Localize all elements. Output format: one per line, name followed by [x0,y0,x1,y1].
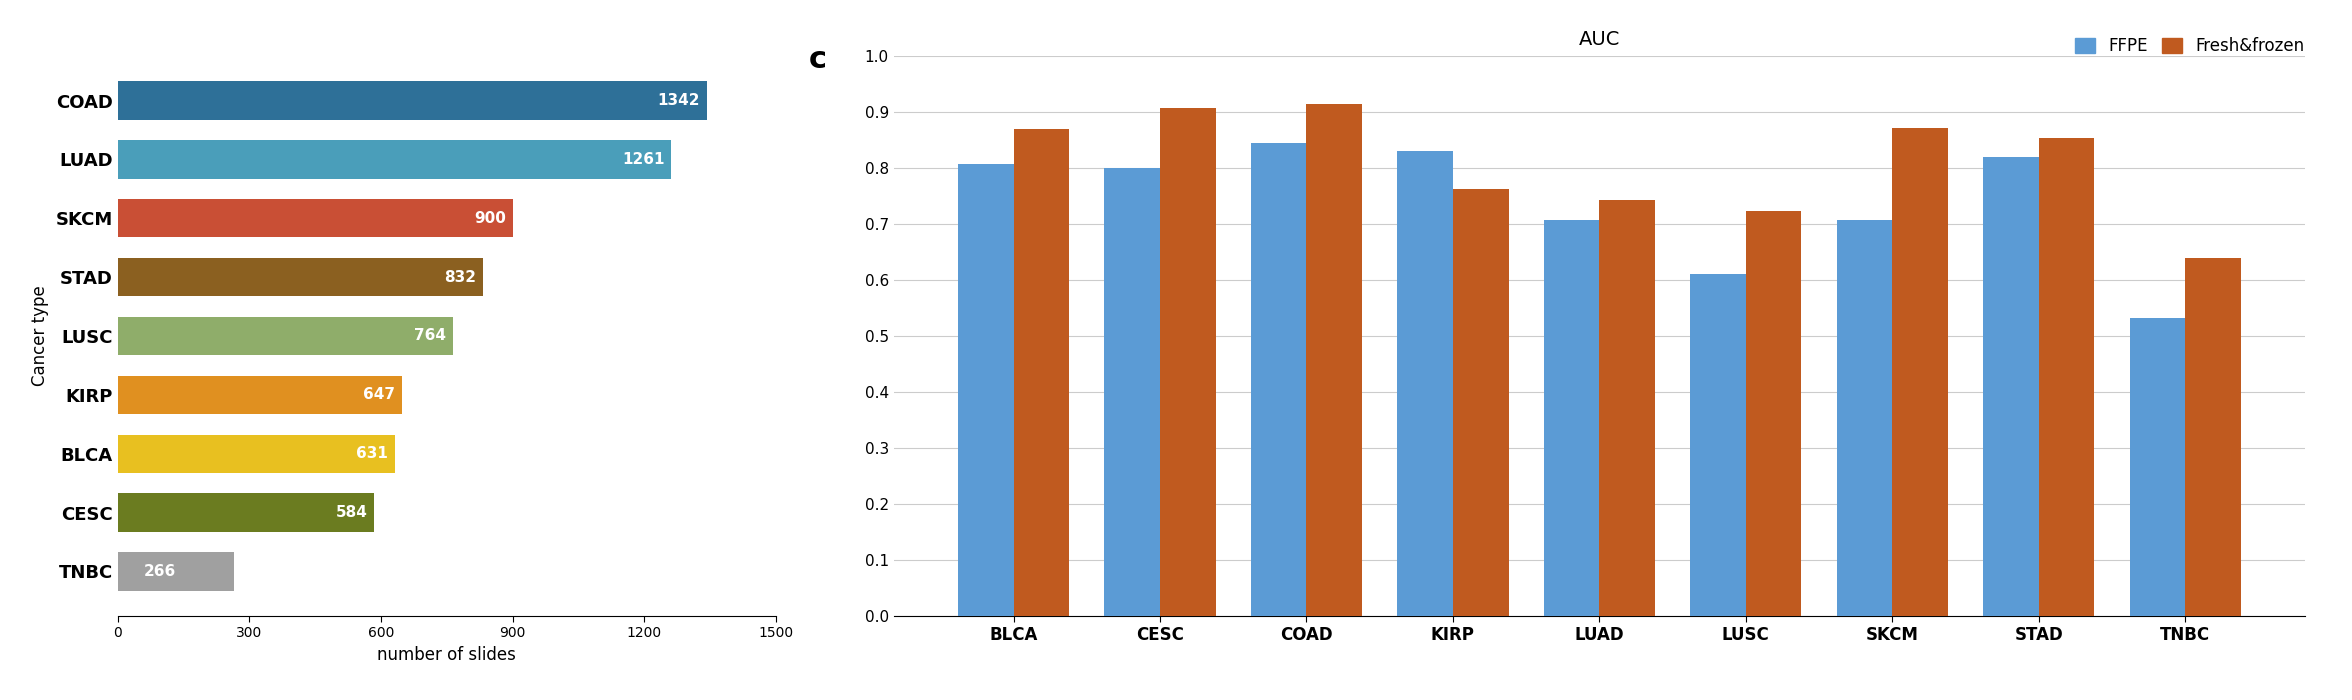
Text: 584: 584 [336,505,367,520]
Bar [1691,274,1745,616]
Bar [1837,220,1893,616]
Bar [118,376,402,414]
Text: 266: 266 [143,564,176,579]
Bar [2185,258,2241,616]
Bar [1745,211,1802,616]
Bar [1397,151,1454,616]
Bar [118,435,395,472]
Text: 832: 832 [445,270,477,285]
Bar [1454,189,1508,616]
Bar [1305,104,1362,616]
Bar [1983,157,2039,616]
Text: 647: 647 [362,387,395,402]
Text: 1342: 1342 [659,93,701,108]
Bar [118,258,482,296]
Bar [118,199,513,237]
Bar [118,140,670,178]
Bar [118,317,454,355]
Bar [118,494,374,532]
Bar [2039,139,2093,616]
Text: 900: 900 [475,211,506,226]
Bar [1251,143,1305,616]
Bar [1543,220,1599,616]
Text: 631: 631 [355,446,388,461]
Bar [1599,200,1656,616]
Text: 1261: 1261 [623,152,666,167]
Legend: FFPE, Fresh&frozen: FFPE, Fresh&frozen [2070,31,2310,62]
Bar [2129,318,2185,616]
Bar [118,552,235,591]
X-axis label: number of slides: number of slides [376,646,517,664]
Text: 764: 764 [414,328,447,344]
Bar [1160,108,1216,616]
Bar [118,81,708,120]
Text: c: c [809,45,828,74]
Title: AUC: AUC [1578,30,1621,49]
Bar [957,164,1014,616]
Y-axis label: Cancer type: Cancer type [31,286,49,386]
Bar [1893,127,1947,616]
Bar [1014,129,1070,616]
Bar [1105,168,1160,616]
